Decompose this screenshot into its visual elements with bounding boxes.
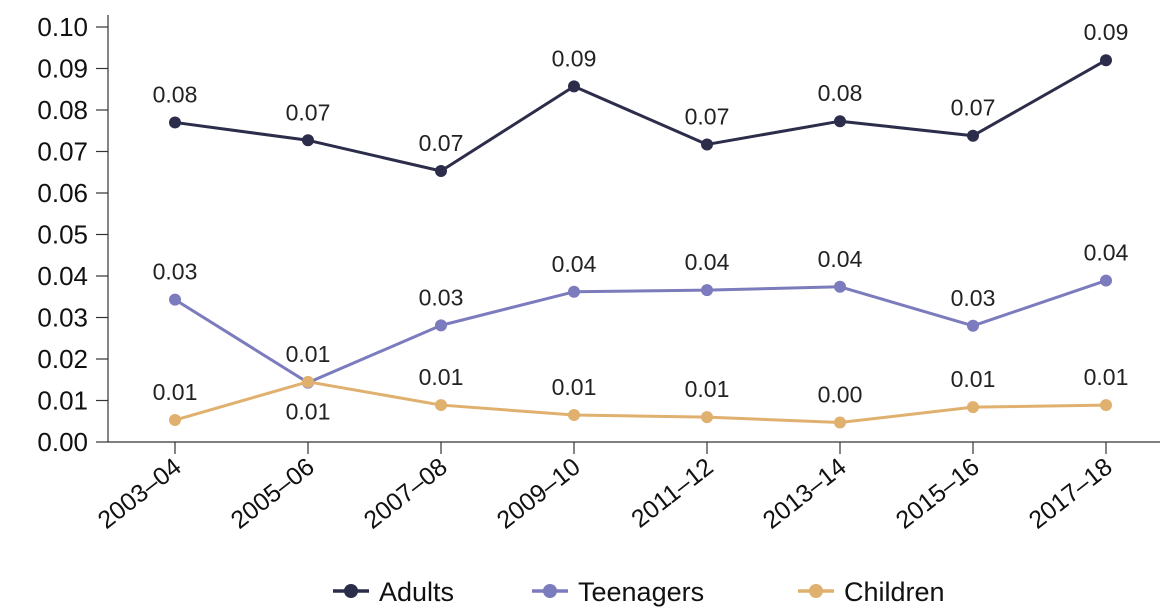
data-point — [834, 280, 846, 293]
data-label: 0.07 — [951, 95, 996, 121]
data-label: 0.01 — [552, 374, 597, 400]
data-label: 0.00 — [818, 381, 863, 407]
data-label: 0.01 — [1084, 364, 1129, 390]
x-tick-label: 2005–06 — [226, 453, 320, 535]
data-label: 0.07 — [286, 99, 331, 125]
data-label: 0.01 — [153, 379, 198, 405]
legend-label: Children — [844, 577, 945, 607]
y-tick-label: 0.09 — [37, 54, 88, 84]
data-point — [701, 411, 713, 424]
data-point — [169, 414, 181, 427]
data-point — [1100, 399, 1112, 412]
legend-swatch-marker — [543, 584, 557, 598]
y-tick-label: 0.07 — [37, 137, 88, 167]
chart-series: 0.08 0.07 0.07 0.09 0.07 0.08 0.07 0.09 0.03 0.01… — [153, 19, 1129, 429]
series-children: 0.01 0.01 0.01 0.01 0.01 0.00 0.01 0.01 — [153, 341, 1129, 429]
series-teenagers: 0.03 0.01 0.03 0.04 0.04 0.04 0.03 0.04 — [153, 240, 1129, 425]
data-label: 0.04 — [1084, 240, 1129, 266]
data-point — [568, 80, 580, 93]
series-line — [174, 380, 1107, 424]
data-point — [1100, 274, 1112, 287]
data-label: 0.04 — [685, 249, 730, 275]
x-tick-label: 2017–18 — [1024, 453, 1118, 535]
data-point — [701, 138, 713, 151]
series-adults: 0.08 0.07 0.07 0.09 0.07 0.08 0.07 0.09 — [153, 19, 1129, 178]
y-tick-label: 0.05 — [37, 220, 88, 250]
data-label: 0.03 — [951, 285, 996, 311]
data-point — [568, 409, 580, 422]
data-point — [169, 293, 181, 306]
data-point — [967, 401, 979, 414]
data-label: 0.08 — [818, 80, 863, 106]
y-axis-ticks: 0.00 0.01 0.02 0.03 0.04 0.05 0.06 0.07 0.08 0.09… — [37, 12, 108, 457]
series-line — [174, 279, 1107, 385]
x-tick-label: 2003–04 — [93, 453, 187, 535]
data-label: 0.04 — [818, 246, 863, 272]
legend-item-adults: Adults — [333, 577, 454, 607]
data-label: 0.03 — [419, 284, 464, 310]
data-point — [435, 319, 447, 332]
data-label: 0.01 — [286, 399, 331, 425]
data-label: 0.08 — [153, 81, 198, 107]
y-tick-label: 0.04 — [37, 261, 88, 291]
y-tick-label: 0.03 — [37, 303, 88, 333]
x-axis-ticks: 2003–04 2005–06 2007–08 2009–10 2011–12 2013–… — [93, 442, 1118, 535]
data-label: 0.03 — [153, 259, 198, 285]
data-point — [169, 116, 181, 129]
data-label: 0.09 — [1084, 19, 1129, 45]
data-point — [435, 399, 447, 412]
y-tick-label: 0.06 — [37, 178, 88, 208]
y-tick-label: 0.02 — [37, 344, 88, 374]
data-point — [967, 129, 979, 142]
y-tick-label: 0.10 — [37, 12, 88, 42]
series-line — [174, 58, 1107, 173]
x-tick-label: 2013–14 — [758, 453, 852, 535]
data-label: 0.07 — [419, 130, 464, 156]
data-label: 0.04 — [552, 251, 597, 277]
y-tick-label: 0.00 — [37, 427, 88, 457]
x-tick-label: 2009–10 — [492, 453, 586, 535]
y-tick-label: 0.08 — [37, 95, 88, 125]
data-point — [701, 284, 713, 297]
data-point — [568, 285, 580, 298]
y-tick-label: 0.01 — [37, 386, 88, 416]
data-label: 0.01 — [286, 341, 331, 367]
data-point — [834, 416, 846, 429]
x-tick-label: 2007–08 — [359, 453, 453, 535]
data-label: 0.09 — [552, 45, 597, 71]
data-point — [302, 375, 314, 388]
legend-item-children: Children — [798, 577, 945, 607]
data-point — [967, 319, 979, 332]
legend-swatch-marker — [809, 584, 823, 598]
data-point — [302, 134, 314, 147]
chart-legend: Adults Teenagers Children — [333, 577, 945, 607]
data-label: 0.01 — [951, 366, 996, 392]
x-tick-label: 2015–16 — [891, 453, 985, 535]
data-point — [435, 165, 447, 178]
x-tick-label: 2011–12 — [626, 453, 718, 534]
legend-swatch-marker — [344, 584, 358, 598]
data-label: 0.01 — [685, 376, 730, 402]
legend-item-teenagers: Teenagers — [532, 577, 704, 607]
legend-label: Adults — [379, 577, 454, 607]
legend-label: Teenagers — [578, 577, 704, 607]
data-label: 0.07 — [685, 103, 730, 129]
data-label: 0.01 — [419, 364, 464, 390]
data-point — [1100, 54, 1112, 67]
chart-axes — [107, 15, 1160, 443]
data-point — [834, 115, 846, 128]
